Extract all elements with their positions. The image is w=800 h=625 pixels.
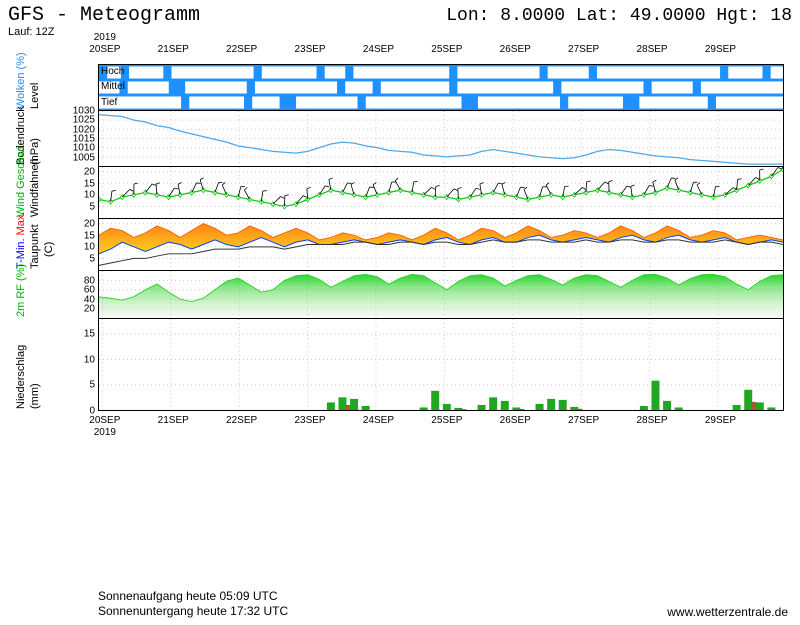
ylabel: Wolken (%): [15, 52, 27, 109]
ylabel: Taupunkt: [29, 224, 41, 269]
footer: Sonnenaufgang heute 05:09 UTC Sonnenunte…: [98, 589, 288, 619]
sunrise-label: Sonnenaufgang heute: [98, 589, 216, 603]
xaxis-year: 2019: [94, 32, 116, 43]
run-line: Lauf: 12Z: [0, 26, 800, 38]
xtick: 27SEP: [568, 415, 599, 426]
ytick: 15: [84, 329, 95, 340]
ytick: 80: [84, 275, 95, 286]
chart-panel: Niederschlag(mm)051015: [99, 319, 783, 411]
ylabel: 2m RF (%): [15, 264, 27, 317]
ytick: 5: [89, 380, 95, 391]
xtick: 20SEP: [89, 415, 120, 426]
xtick: 28SEP: [636, 44, 667, 55]
xtick: 27SEP: [568, 44, 599, 55]
xtick: 25SEP: [431, 415, 462, 426]
xtick: 23SEP: [294, 415, 325, 426]
lat-label: Lat:: [576, 6, 619, 26]
coords: Lon: 8.0000 Lat: 49.0000 Hgt: 18: [446, 6, 792, 26]
xtick: 22SEP: [226, 415, 257, 426]
ytick: 40: [84, 294, 95, 305]
ylabel: Niederschlag: [15, 345, 27, 409]
ytick: 10: [84, 242, 95, 253]
ytick: 20: [84, 166, 95, 177]
chart-panel: HochMittelTiefWolken (%)Level: [99, 65, 783, 111]
chart-panel: 2m RF (%)20406080: [99, 271, 783, 319]
xtick: 25SEP: [431, 44, 462, 55]
chart-panel: T-Min. Max.Taupunkt(C)5101520: [99, 219, 783, 271]
chart-stack: HochMittelTiefWolken (%)LevelBodendruck(…: [98, 64, 784, 411]
ylabel: (C): [43, 242, 55, 257]
hgt-label: Hgt:: [716, 6, 759, 26]
lon-label: Lon:: [446, 6, 489, 26]
xtick: 24SEP: [363, 415, 394, 426]
ylabel: T-Min. Max.: [15, 212, 27, 269]
xaxis-year: 2019: [94, 427, 116, 438]
chart-title: GFS - Meteogramm: [8, 4, 200, 27]
xtick: 21SEP: [158, 415, 189, 426]
xtick: 26SEP: [500, 415, 531, 426]
xtick: 26SEP: [500, 44, 531, 55]
hgt-value: 18: [770, 6, 792, 26]
ylabel: Windfahnen: [29, 158, 41, 217]
xtick: 23SEP: [294, 44, 325, 55]
ytick: 15: [84, 230, 95, 241]
chart-panel: Wind Geschwi.Windfahnen5101520: [99, 167, 783, 219]
ytick: 15: [84, 178, 95, 189]
ytick: 5: [89, 254, 95, 265]
lat-value: 49.0000: [630, 6, 706, 26]
chart-panel: Bodendruck(hPa)100510101015102010251030: [99, 111, 783, 167]
lon-value: 8.0000: [500, 6, 565, 26]
ytick: 20: [84, 218, 95, 229]
ylabel: Level: [29, 83, 41, 109]
ytick: 10: [84, 190, 95, 201]
ytick: 20: [84, 304, 95, 315]
xtick: 29SEP: [705, 415, 736, 426]
xtick: 24SEP: [363, 44, 394, 55]
header: GFS - Meteogramm Lon: 8.0000 Lat: 49.000…: [0, 0, 800, 27]
xtick: 20SEP: [89, 44, 120, 55]
run-value: 12Z: [36, 26, 55, 38]
ytick: 60: [84, 285, 95, 296]
xtick: 22SEP: [226, 44, 257, 55]
ytick: 5: [89, 202, 95, 213]
ytick: 10: [84, 354, 95, 365]
ytick: 1030: [73, 106, 95, 117]
xtick: 29SEP: [705, 44, 736, 55]
credit: www.wetterzentrale.de: [667, 605, 788, 619]
xtick: 21SEP: [158, 44, 189, 55]
run-label: Lauf:: [8, 26, 32, 38]
ylabel: Wind Geschwi.: [15, 144, 27, 217]
xtick: 28SEP: [636, 415, 667, 426]
sunset-value: 17:32 UTC: [230, 604, 288, 618]
sunset-label: Sonnenuntergang heute: [98, 604, 227, 618]
ylabel: (mm): [29, 383, 41, 409]
sunrise-value: 05:09 UTC: [219, 589, 277, 603]
